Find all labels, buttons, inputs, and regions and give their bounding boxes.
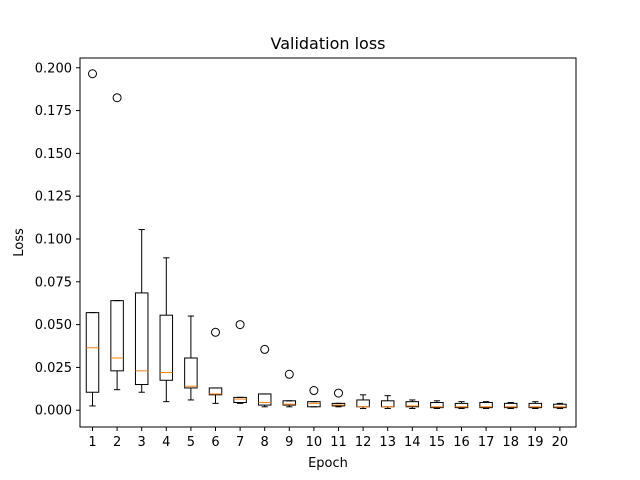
- box-iqr: [307, 401, 321, 408]
- y-axis: 0.000 0.025 0.050 0.075 0.100 0.125 0.150 0.175…: [35, 61, 80, 419]
- box-iqr: [503, 402, 518, 409]
- box-iqr: [85, 312, 100, 393]
- box-iqr: [356, 399, 370, 408]
- y-tick-label: 0.100: [35, 232, 72, 247]
- y-tick-label: 0.175: [35, 104, 72, 119]
- box-iqr: [282, 400, 297, 406]
- x-tick-label: 15: [429, 435, 446, 450]
- box-epoch-18: [503, 402, 518, 410]
- x-axis: 1 2 3 4 5 6 7 8 9 10 11 12 13 14 15 16 17 18 19 20: [88, 427, 568, 450]
- x-axis-label: Epoch: [308, 456, 348, 471]
- box-iqr: [454, 402, 469, 409]
- x-tick-label: 18: [502, 435, 519, 450]
- y-tick-label: 0.050: [35, 318, 72, 333]
- box-epoch-7: [233, 320, 247, 404]
- x-tick-label: 16: [453, 435, 470, 450]
- y-axis-label: Loss: [12, 228, 27, 257]
- chart-title: Validation loss: [271, 34, 386, 53]
- x-tick-label: 20: [552, 435, 569, 450]
- outlier-point: [235, 320, 245, 330]
- x-tick-label: 1: [88, 435, 96, 450]
- outlier-point: [309, 386, 319, 396]
- outlier-point: [211, 327, 220, 337]
- x-tick-label: 14: [404, 435, 421, 450]
- box-iqr: [528, 402, 543, 409]
- x-tick-label: 2: [113, 435, 121, 450]
- box-epoch-9: [282, 369, 297, 408]
- x-tick-label: 19: [527, 435, 544, 450]
- outlier-point: [334, 388, 343, 398]
- x-tick-label: 12: [355, 435, 372, 450]
- y-tick-label: 0.200: [35, 61, 72, 76]
- box-epoch-11: [331, 388, 346, 408]
- box-epoch-17: [479, 401, 493, 410]
- box-epoch-14: [405, 399, 420, 410]
- outlier-point: [260, 344, 270, 354]
- box-iqr: [380, 400, 395, 408]
- x-tick-label: 11: [330, 435, 347, 450]
- box-epoch-2: [110, 93, 124, 391]
- box-epoch-20: [553, 402, 567, 410]
- plot-frame: [79, 57, 577, 428]
- box-iqr: [405, 401, 420, 408]
- x-tick-label: 8: [261, 435, 269, 450]
- box-iqr: [208, 387, 223, 396]
- box-epoch-8: [257, 344, 272, 408]
- box-epoch-6: [208, 327, 223, 404]
- y-tick-label: 0.025: [35, 361, 72, 376]
- y-tick-label: 0.000: [35, 404, 72, 419]
- box-iqr: [430, 402, 444, 409]
- outlier-point: [284, 369, 294, 379]
- box-iqr: [479, 402, 493, 409]
- y-tick-label: 0.150: [35, 147, 72, 162]
- x-tick-label: 7: [236, 435, 244, 450]
- outlier-point: [112, 93, 122, 103]
- box-epoch-19: [528, 401, 543, 410]
- box-iqr: [110, 300, 124, 372]
- box-iqr: [134, 292, 149, 386]
- y-tick-label: 0.075: [35, 275, 72, 290]
- x-tick-label: 17: [478, 435, 495, 450]
- box-epoch-15: [430, 400, 444, 410]
- box-epoch-3: [134, 229, 149, 393]
- box-iqr: [159, 314, 174, 381]
- x-tick-label: 6: [211, 435, 219, 450]
- x-tick-label: 3: [138, 435, 146, 450]
- box-iqr: [257, 393, 272, 406]
- box-iqr: [184, 357, 198, 389]
- box-epoch-16: [454, 401, 469, 410]
- y-tick-label: 0.125: [35, 190, 72, 205]
- box-epoch-12: [356, 394, 370, 410]
- box-epoch-5: [184, 315, 198, 401]
- box-iqr: [553, 403, 567, 409]
- box-epoch-4: [159, 257, 174, 403]
- x-tick-label: 10: [306, 435, 323, 450]
- x-tick-label: 13: [379, 435, 396, 450]
- box-epoch-13: [380, 395, 395, 410]
- x-tick-label: 4: [162, 435, 170, 450]
- box-epoch-1: [85, 69, 100, 407]
- box-epoch-10: [307, 386, 321, 408]
- x-tick-label: 5: [187, 435, 195, 450]
- x-tick-label: 9: [285, 435, 293, 450]
- box-series: [85, 69, 567, 410]
- outlier-point: [88, 69, 97, 79]
- box-iqr: [233, 396, 247, 404]
